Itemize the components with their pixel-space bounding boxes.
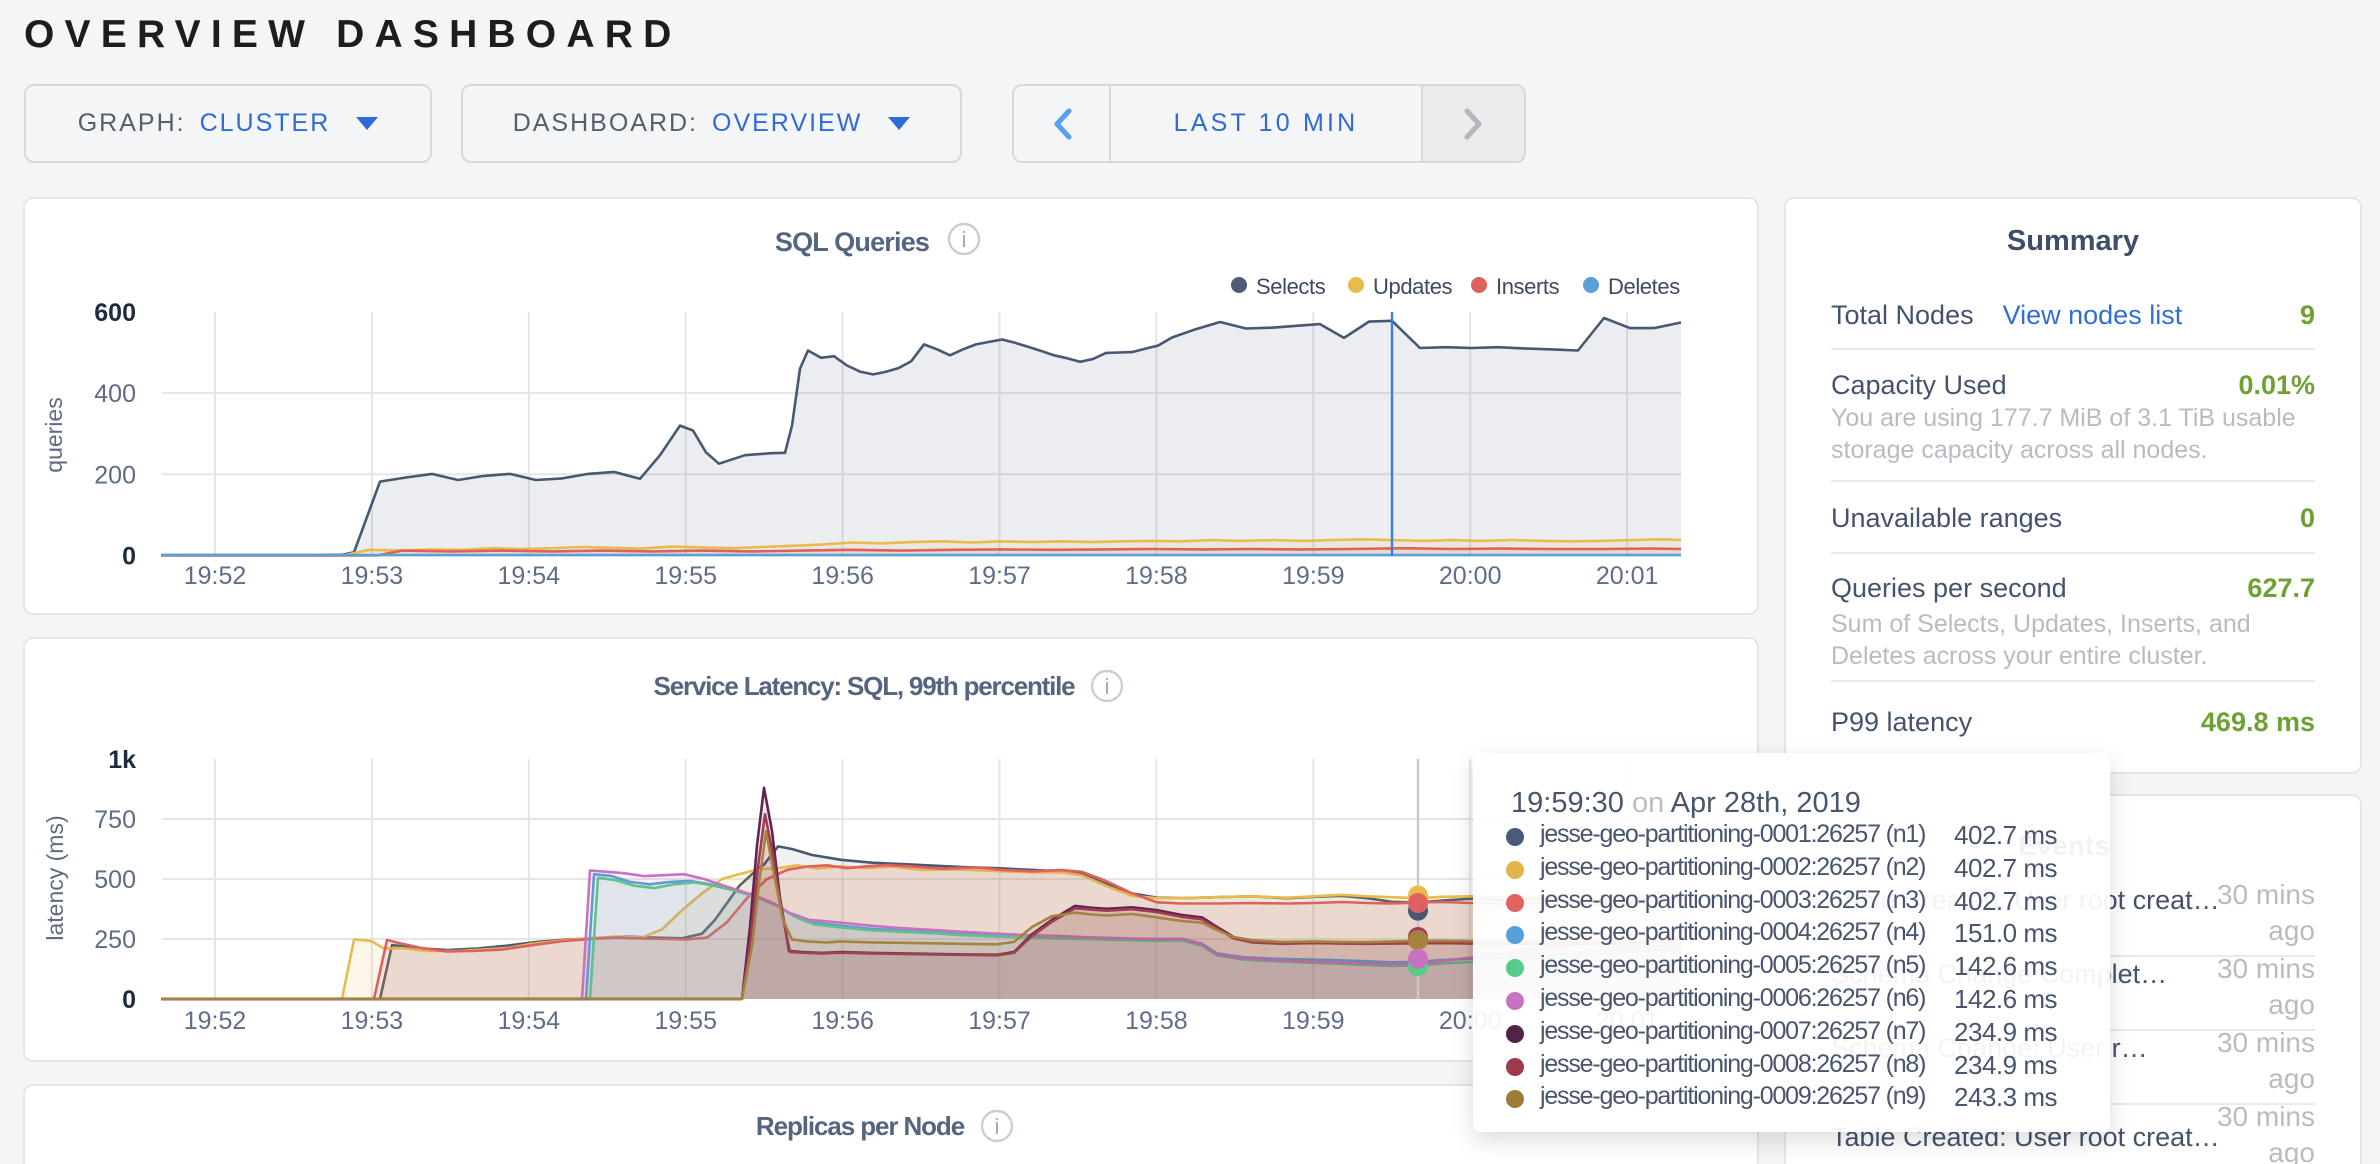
svg-text:queries: queries xyxy=(41,397,67,472)
svg-text:SQL Queries: SQL Queries xyxy=(775,227,929,257)
svg-text:i: i xyxy=(1105,674,1110,699)
svg-text:19:56: 19:56 xyxy=(811,562,874,590)
svg-text:Replicas per Node: Replicas per Node xyxy=(756,1111,965,1141)
svg-text:19:56: 19:56 xyxy=(811,1007,874,1035)
svg-text:Selects: Selects xyxy=(1256,274,1326,299)
svg-text:1k: 1k xyxy=(108,746,136,774)
svg-text:600: 600 xyxy=(94,299,136,327)
svg-text:19:59: 19:59 xyxy=(1282,562,1345,590)
svg-text:Updates: Updates xyxy=(1373,274,1453,299)
svg-text:250: 250 xyxy=(94,926,136,954)
svg-text:i: i xyxy=(995,1114,1000,1139)
svg-text:500: 500 xyxy=(94,866,136,894)
svg-text:19:58: 19:58 xyxy=(1125,562,1188,590)
svg-text:20:01: 20:01 xyxy=(1596,562,1659,590)
svg-text:Deletes: Deletes xyxy=(1608,274,1680,299)
svg-text:20:00: 20:00 xyxy=(1439,562,1502,590)
svg-text:Inserts: Inserts xyxy=(1496,274,1560,299)
svg-text:400: 400 xyxy=(94,380,136,408)
svg-text:19:54: 19:54 xyxy=(498,1007,561,1035)
svg-text:19:55: 19:55 xyxy=(654,1007,717,1035)
svg-text:latency (ms): latency (ms) xyxy=(42,815,68,940)
svg-text:Service Latency: SQL, 99th per: Service Latency: SQL, 99th percentile xyxy=(654,671,1076,701)
svg-text:i: i xyxy=(962,227,967,252)
svg-text:19:53: 19:53 xyxy=(341,562,404,590)
svg-text:200: 200 xyxy=(94,461,136,489)
svg-text:19:55: 19:55 xyxy=(654,562,717,590)
svg-text:0: 0 xyxy=(122,543,136,571)
svg-text:19:57: 19:57 xyxy=(968,562,1031,590)
svg-text:19:58: 19:58 xyxy=(1125,1007,1188,1035)
svg-text:19:53: 19:53 xyxy=(341,1007,404,1035)
svg-text:19:52: 19:52 xyxy=(184,1007,247,1035)
svg-text:0: 0 xyxy=(122,986,136,1014)
svg-text:19:54: 19:54 xyxy=(498,562,561,590)
svg-text:750: 750 xyxy=(94,806,136,834)
svg-text:19:57: 19:57 xyxy=(968,1007,1031,1035)
svg-text:19:59: 19:59 xyxy=(1282,1007,1345,1035)
svg-text:19:52: 19:52 xyxy=(184,562,247,590)
